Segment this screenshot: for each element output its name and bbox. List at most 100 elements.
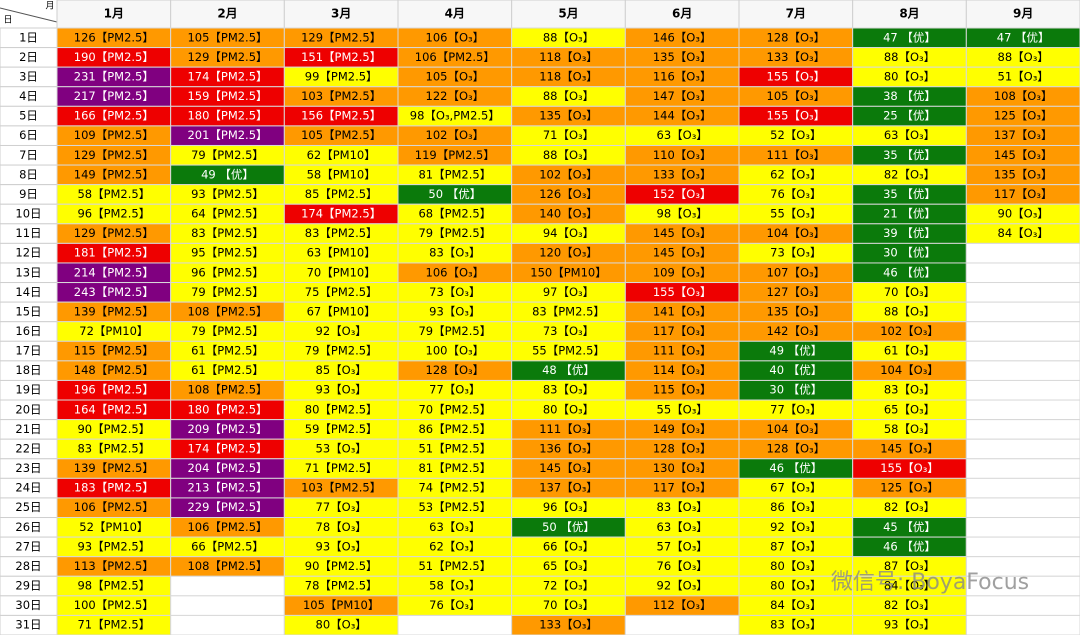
cell-text: 97【O₃】	[543, 285, 594, 299]
cell-text: 35 【优】	[883, 187, 936, 201]
watermark: 微信号: BoyaFocus	[831, 570, 1029, 595]
cell-text: 119【PM2.5】	[415, 148, 495, 162]
cell-text: 63【O₃】	[884, 128, 935, 142]
cell-text: 49 【优】	[769, 344, 822, 358]
cell-text: 53【PM2.5】	[418, 500, 491, 514]
cell-text: 135【O₃】	[994, 167, 1053, 181]
day-label: 7日	[19, 148, 38, 162]
cell-text: 111【O₃】	[767, 148, 826, 162]
cell-text: 129【PM2.5】	[74, 226, 154, 240]
cell-text: 21 【优】	[883, 207, 936, 221]
cell-text: 83【PM2.5】	[191, 226, 264, 240]
cell-text: 88【O₃】	[998, 50, 1049, 64]
cell-text: 68【PM2.5】	[418, 207, 491, 221]
cell-text: 106【PM2.5】	[415, 50, 495, 64]
header-cell	[170, 0, 285, 29]
corner-diagonal	[0, 7, 58, 23]
cell-text: 159【PM2.5】	[187, 89, 267, 103]
cell-text: 128【O₃】	[426, 363, 485, 377]
day-label: 6日	[19, 128, 38, 142]
cell-text: 80【O₃】	[770, 559, 821, 573]
cell-text: 63【PM10】	[307, 246, 376, 260]
cell-text: 71【PM2.5】	[305, 461, 378, 475]
cell-text: 117【O₃】	[653, 324, 712, 338]
cell-text: 126【PM2.5】	[74, 30, 154, 44]
cell-text: 88【O₃】	[543, 30, 594, 44]
header-cell	[624, 0, 740, 29]
cell-text: 214【PM2.5】	[74, 265, 154, 279]
cell-text: 105【PM2.5】	[301, 128, 381, 142]
cell-text: 128【O₃】	[767, 441, 826, 455]
cell-text: 93【PM2.5】	[191, 187, 264, 201]
cell-text: 88【O₃】	[543, 148, 594, 162]
day-label: 15日	[15, 304, 41, 318]
cell-text: 46 【优】	[883, 539, 936, 553]
cell-text: 139【PM2.5】	[74, 461, 154, 475]
cell-text: 63【O₃】	[657, 128, 708, 142]
cell	[965, 497, 1080, 519]
cell-text: 93【PM2.5】	[77, 539, 150, 553]
cell-text: 83【O₃】	[429, 246, 480, 260]
cell-text: 174【PM2.5】	[187, 69, 267, 83]
cell-text: 133【O₃】	[767, 50, 826, 64]
cell-text: 117【O₃】	[994, 187, 1053, 201]
cell-text: 86【PM2.5】	[418, 422, 491, 436]
cell-text: 59【PM2.5】	[305, 422, 378, 436]
cell-text: 46 【优】	[769, 461, 822, 475]
cell-text: 104【O₃】	[880, 363, 939, 377]
cell-text: 39 【优】	[883, 226, 936, 240]
cell-text: 100【O₃】	[426, 344, 485, 358]
day-label: 23日	[15, 461, 41, 475]
header-cell	[852, 0, 967, 29]
corner-day: 日	[3, 15, 12, 26]
cell-text: 98【PM2.5】	[77, 579, 150, 593]
cell-text: 51【O₃】	[998, 69, 1049, 83]
cell-text: 83【PM2.5】	[77, 441, 150, 455]
cell-text: 76【O₃】	[429, 598, 480, 612]
cell-text: 146【O₃】	[653, 30, 712, 44]
cell-text: 93【O₃】	[429, 304, 480, 318]
cell-text: 58【O₃】	[884, 422, 935, 436]
cell-text: 174【PM2.5】	[187, 441, 267, 455]
cell-text: 102【O₃】	[426, 128, 485, 142]
cell-text: 35 【优】	[883, 148, 936, 162]
cell-text: 65【O₃】	[543, 559, 594, 573]
cell	[965, 517, 1080, 538]
day-label: 16日	[15, 324, 41, 338]
cell-text: 62【O₃】	[429, 539, 480, 553]
header-cell	[283, 0, 399, 29]
cell-text: 151【PM2.5】	[301, 50, 381, 64]
cell-text: 79【PM2.5】	[418, 324, 491, 338]
cell-text: 88【O₃】	[884, 50, 935, 64]
cell-text: 40 【优】	[769, 363, 822, 377]
cell-text: 106【PM2.5】	[187, 520, 267, 534]
cell-text: 62【O₃】	[770, 167, 821, 181]
cell-text: 112【O₃】	[653, 598, 712, 612]
cell-text: 76【O₃】	[657, 559, 708, 573]
cell-text: 53【O₃】	[316, 441, 367, 455]
cell-text: 81【PM2.5】	[418, 461, 491, 475]
cell-text: 137【O₃】	[994, 128, 1053, 142]
cell-text: 129【PM2.5】	[74, 148, 154, 162]
cell-text: 30 【优】	[769, 383, 822, 397]
cell-text: 109【PM2.5】	[74, 128, 154, 142]
cell	[965, 536, 1080, 558]
day-label: 30日	[15, 598, 41, 612]
cell-text: 79【PM2.5】	[305, 344, 378, 358]
cell-text: 155【O₃】	[880, 461, 939, 475]
cell-text: 129【PM2.5】	[301, 30, 381, 44]
corner-month: 月	[45, 1, 54, 12]
cell-text: 62【PM10】	[307, 148, 376, 162]
cell-text: 58【PM10】	[307, 167, 376, 181]
cell-text: 180【PM2.5】	[187, 109, 267, 123]
cell-text: 92【O₃】	[657, 579, 708, 593]
day-label: 18日	[15, 363, 41, 377]
cell-text: 156【PM2.5】	[301, 109, 381, 123]
cell-text: 145【O₃】	[994, 148, 1053, 162]
cell-text: 30 【优】	[883, 246, 936, 260]
cell-text: 140【O₃】	[539, 207, 598, 221]
cell-text: 108【PM2.5】	[187, 559, 267, 573]
cell-text: 57【O₃】	[657, 539, 708, 553]
cell-text: 52【O₃】	[770, 128, 821, 142]
